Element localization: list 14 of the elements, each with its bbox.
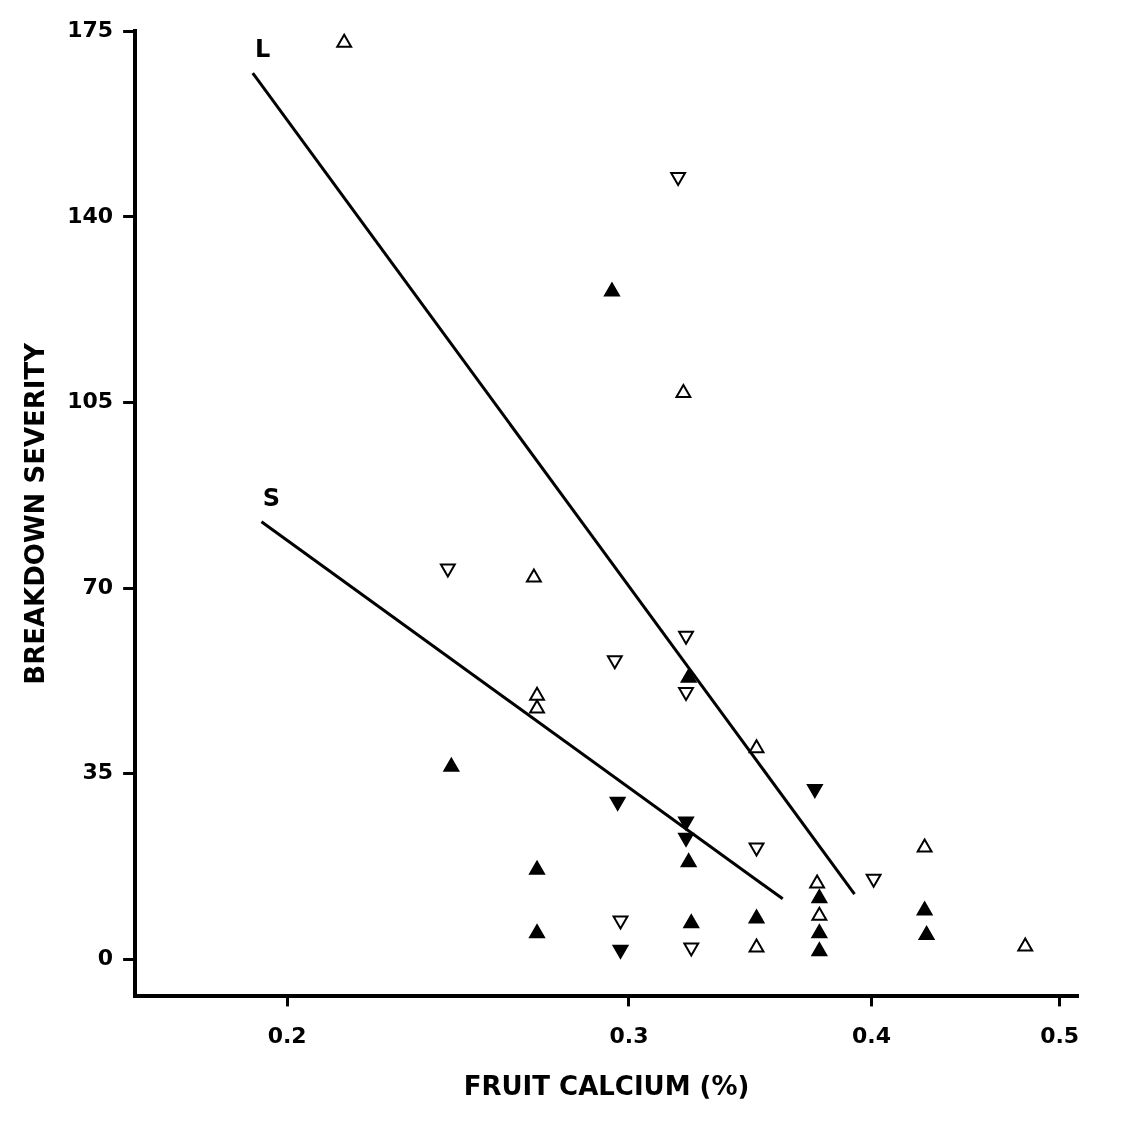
y-tick-label: 35	[82, 759, 114, 785]
y-tick-label: 70	[82, 573, 114, 599]
x-axis-title: FRUIT CALCIUM (%)	[463, 1071, 750, 1102]
x-tick-label: 0.5	[1040, 1023, 1080, 1049]
y-tick-label: 0	[97, 945, 114, 970]
series-label: L	[255, 35, 271, 64]
y-tick-label: 175	[67, 16, 114, 42]
y-tick-label: 105	[67, 388, 114, 414]
x-tick-label: 0.2	[267, 1023, 307, 1049]
series-label: S	[262, 483, 281, 512]
y-tick-label: 140	[67, 202, 114, 228]
y-axis-title: BREAKDOWN SEVERITY	[20, 341, 51, 685]
x-tick-label: 0.4	[852, 1023, 892, 1049]
x-tick-label: 0.3	[609, 1023, 649, 1049]
